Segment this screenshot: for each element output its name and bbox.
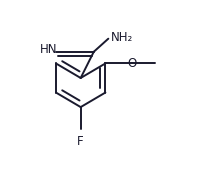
Text: HN: HN — [40, 43, 57, 56]
Text: F: F — [77, 136, 84, 149]
Text: O: O — [127, 57, 136, 70]
Text: NH₂: NH₂ — [111, 31, 133, 44]
